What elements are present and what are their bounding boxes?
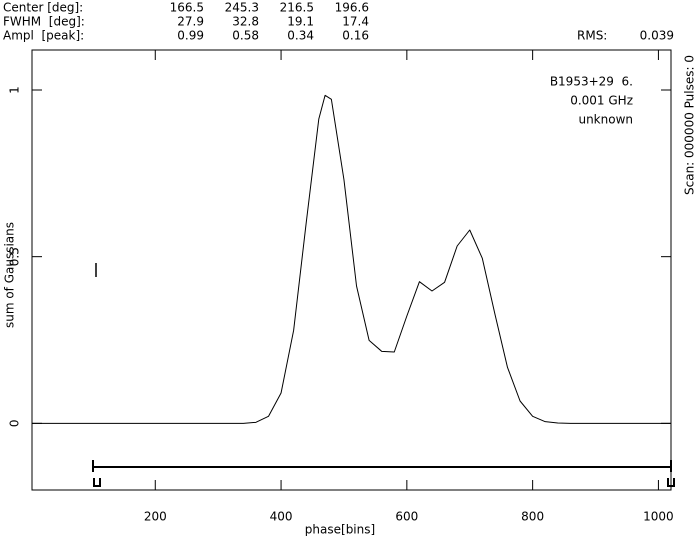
rms-value: 0.039 [640, 29, 674, 43]
param-value: 0.16 [342, 29, 369, 43]
rms-label: RMS: [577, 29, 607, 43]
annotation: 0.001 GHz [570, 94, 633, 108]
window-marks [93, 478, 675, 487]
annotation: unknown [578, 113, 633, 127]
x-tick-label: 600 [395, 510, 418, 524]
param-value: 32.8 [232, 15, 259, 29]
param-value: 0.99 [177, 29, 204, 43]
y-tick-label: 1 [8, 86, 22, 94]
plot-frame [31, 49, 672, 491]
param-label: FWHM [deg]: [3, 15, 85, 29]
annotation: B1953+29 6. [550, 75, 633, 89]
profile-line [32, 94, 671, 424]
param-value: 0.58 [232, 29, 259, 43]
param-value: 166.5 [170, 1, 204, 15]
param-value: 17.4 [342, 15, 369, 29]
x-tick-label: 1000 [643, 510, 674, 524]
param-value: 0.34 [287, 29, 314, 43]
param-value: 196.6 [335, 1, 369, 15]
y-axis-label: sum of Gaussians [3, 222, 17, 328]
x-tick-label: 400 [270, 510, 293, 524]
y-tick-label: 0.5 [8, 247, 22, 266]
side-label: Scan: 000000 Pulses: 0 [683, 55, 697, 195]
x-tick-label: 800 [521, 510, 544, 524]
param-value: 27.9 [177, 15, 204, 29]
x-tick-label: 200 [144, 510, 167, 524]
param-label: Ampl [peak]: [3, 29, 84, 43]
param-value: 245.3 [225, 1, 259, 15]
param-value: 216.5 [280, 1, 314, 15]
param-label: Center [deg]: [3, 1, 83, 15]
y-tick-label: 0 [8, 420, 22, 428]
param-value: 19.1 [287, 15, 314, 29]
x-axis-label: phase[bins] [305, 523, 375, 537]
window-bracket [92, 460, 672, 472]
